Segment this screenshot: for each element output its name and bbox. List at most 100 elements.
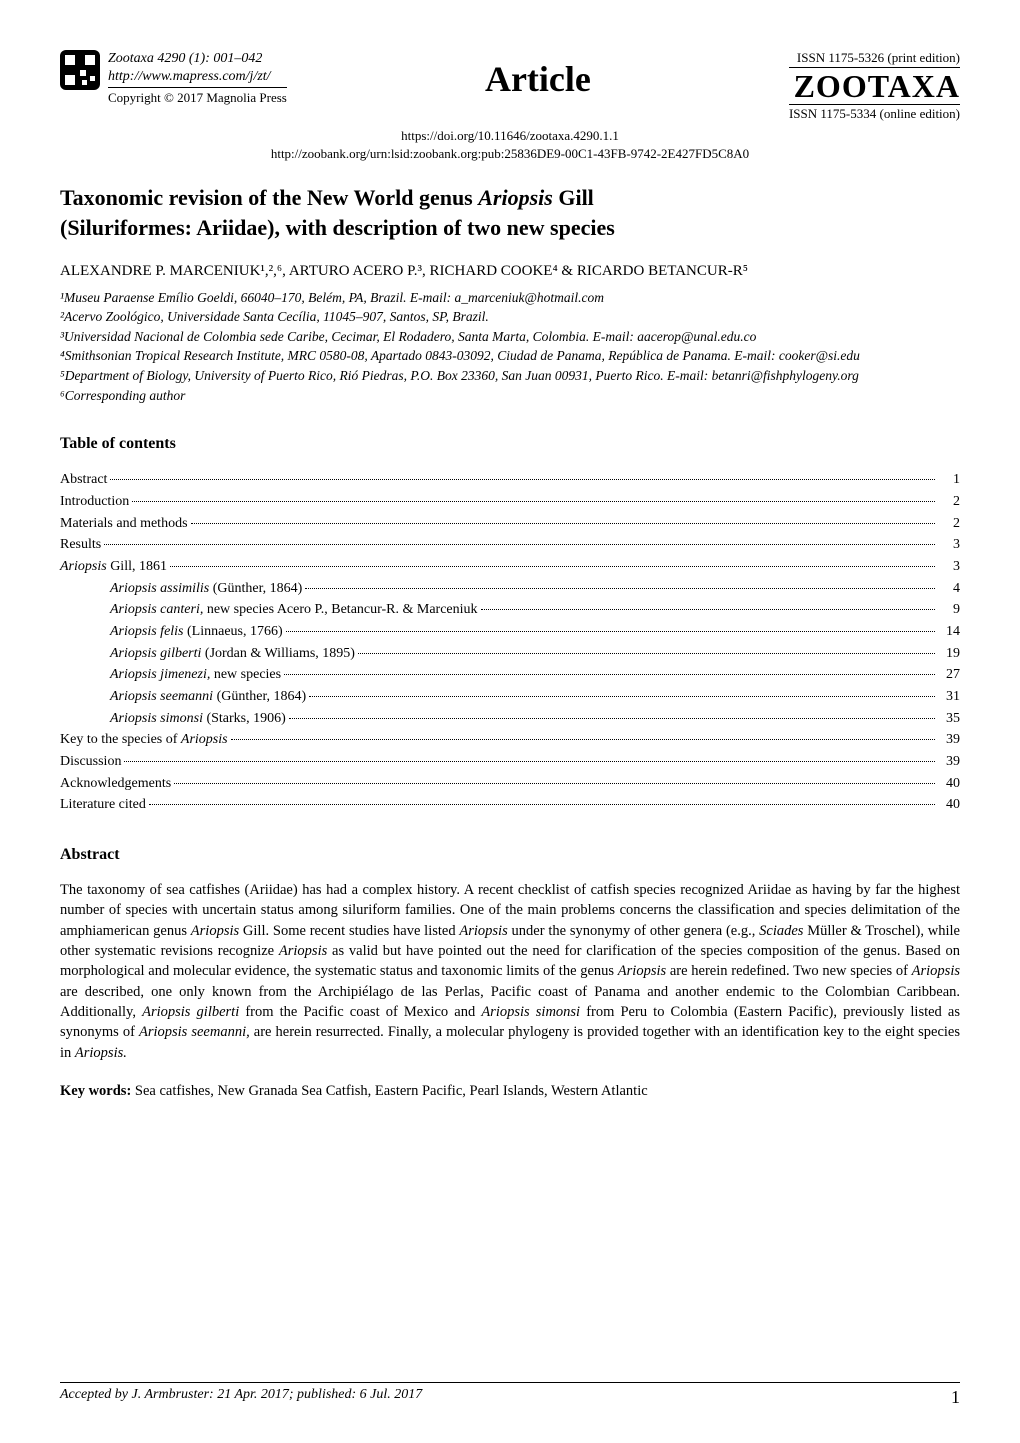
toc-dots — [309, 696, 935, 697]
header-left: Zootaxa 4290 (1): 001–042 http://www.map… — [60, 50, 287, 117]
toc-entry: Ariopsis jimenezi, new species 27 — [60, 664, 960, 686]
toc-page: 9 — [938, 599, 960, 621]
toc-entry: Ariopsis Gill, 1861 3 — [60, 556, 960, 578]
toc-dots — [191, 523, 935, 524]
abstract-heading: Abstract — [60, 846, 960, 864]
toc-dots — [358, 653, 935, 654]
title-line2: (Siluriformes: Ariidae), with descriptio… — [60, 215, 615, 240]
toc-dots — [289, 718, 935, 719]
table-of-contents: Abstract1Introduction2Materials and meth… — [60, 469, 960, 816]
article-label: Article — [485, 58, 591, 100]
issn-print: ISSN 1175-5326 (print edition) — [789, 50, 960, 68]
toc-page: 39 — [938, 751, 960, 773]
header-left-text: Zootaxa 4290 (1): 001–042 http://www.map… — [108, 50, 287, 117]
keywords-label: Key words: — [60, 1083, 131, 1099]
affiliation-line: ²Acervo Zoológico, Universidade Santa Ce… — [60, 307, 960, 327]
title-genus: Ariopsis — [478, 185, 553, 210]
toc-entry: Ariopsis assimilis (Günther, 1864) 4 — [60, 578, 960, 600]
toc-entry: Ariopsis canteri, new species Acero P., … — [60, 599, 960, 621]
title-line1-pre: Taxonomic revision of the New World genu… — [60, 185, 478, 210]
toc-entry: Ariopsis seemanni (Günther, 1864) 31 — [60, 686, 960, 708]
toc-dots — [284, 674, 935, 675]
toc-dots — [481, 609, 935, 610]
toc-label: Key to the species of Ariopsis — [60, 729, 228, 751]
journal-citation: Zootaxa 4290 (1): 001–042 — [108, 50, 287, 68]
page-number: 1 — [951, 1387, 960, 1408]
toc-dots — [104, 544, 935, 545]
footer-rule — [60, 1382, 960, 1383]
copyright-text: Copyright © 2017 Magnolia Press — [108, 90, 287, 105]
toc-label: Literature cited — [60, 794, 146, 816]
toc-dots — [174, 783, 935, 784]
toc-label: Ariopsis Gill, 1861 — [60, 556, 167, 578]
affiliation-line: ³Universidad Nacional de Colombia sede C… — [60, 327, 960, 347]
toc-page: 39 — [938, 729, 960, 751]
toc-dots — [124, 761, 935, 762]
toc-entry: Ariopsis felis (Linnaeus, 1766) 14 — [60, 621, 960, 643]
toc-label: Ariopsis seemanni (Günther, 1864) — [110, 686, 306, 708]
doi-link[interactable]: https://doi.org/10.11646/zootaxa.4290.1.… — [401, 128, 619, 143]
affiliation-line: ⁵Department of Biology, University of Pu… — [60, 366, 960, 386]
toc-dots — [132, 501, 935, 502]
toc-label: Ariopsis simonsi (Starks, 1906) — [110, 708, 286, 730]
title-line1-post: Gill — [553, 185, 594, 210]
toc-entry: Key to the species of Ariopsis 39 — [60, 729, 960, 751]
toc-label: Acknowledgements — [60, 773, 171, 795]
toc-entry: Results 3 — [60, 534, 960, 556]
affiliations: ¹Museu Paraense Emílio Goeldi, 66040–170… — [60, 288, 960, 405]
toc-page: 14 — [938, 621, 960, 643]
toc-page: 35 — [938, 708, 960, 730]
toc-dots — [305, 588, 935, 589]
affiliation-line: ⁶Corresponding author — [60, 386, 960, 406]
toc-entry: Literature cited 40 — [60, 794, 960, 816]
toc-label: Ariopsis assimilis (Günther, 1864) — [110, 578, 302, 600]
toc-entry: Discussion39 — [60, 751, 960, 773]
toc-dots — [231, 739, 935, 740]
toc-label: Materials and methods — [60, 513, 188, 535]
toc-page: 2 — [938, 513, 960, 535]
toc-label: Ariopsis canteri, new species Acero P., … — [110, 599, 478, 621]
toc-page: 31 — [938, 686, 960, 708]
affiliation-line: ¹Museu Paraense Emílio Goeldi, 66040–170… — [60, 288, 960, 308]
accepted-text: Accepted by J. Armbruster: 21 Apr. 2017;… — [60, 1387, 422, 1408]
header-right: ISSN 1175-5326 (print edition) ZOOTAXA I… — [789, 50, 960, 122]
toc-entry: Acknowledgements 40 — [60, 773, 960, 795]
issn-online: ISSN 1175-5334 (online edition) — [789, 104, 960, 122]
toc-dots — [110, 479, 935, 480]
toc-page: 40 — [938, 773, 960, 795]
toc-page: 2 — [938, 491, 960, 513]
toc-page: 40 — [938, 794, 960, 816]
toc-page: 27 — [938, 664, 960, 686]
toc-label: Introduction — [60, 491, 129, 513]
toc-page: 19 — [938, 643, 960, 665]
toc-entry: Abstract 1 — [60, 469, 960, 491]
toc-entry: Ariopsis gilberti (Jordan & Williams, 18… — [60, 643, 960, 665]
article-title: Taxonomic revision of the New World genu… — [60, 183, 960, 242]
toc-label: Ariopsis felis (Linnaeus, 1766) — [110, 621, 283, 643]
doi-block: https://doi.org/10.11646/zootaxa.4290.1.… — [60, 127, 960, 163]
abstract-body: The taxonomy of sea catfishes (Ariidae) … — [60, 880, 960, 1063]
toc-dots — [286, 631, 935, 632]
toc-label: Results — [60, 534, 101, 556]
toc-dots — [149, 804, 935, 805]
journal-url[interactable]: http://www.mapress.com/j/zt/ — [108, 68, 287, 86]
toc-page: 3 — [938, 534, 960, 556]
toc-entry: Materials and methods 2 — [60, 513, 960, 535]
affiliation-line: ⁴Smithsonian Tropical Research Institute… — [60, 346, 960, 366]
toc-heading: Table of contents — [60, 435, 960, 453]
journal-header: Zootaxa 4290 (1): 001–042 http://www.map… — [60, 50, 960, 122]
toc-page: 4 — [938, 578, 960, 600]
toc-dots — [170, 566, 935, 567]
keywords: Key words: Sea catfishes, New Granada Se… — [60, 1081, 960, 1101]
toc-page: 1 — [938, 469, 960, 491]
toc-label: Ariopsis gilberti (Jordan & Williams, 18… — [110, 643, 355, 665]
qr-icon — [60, 50, 100, 90]
keywords-text: Sea catfishes, New Granada Sea Catfish, … — [131, 1083, 647, 1099]
toc-entry: Introduction 2 — [60, 491, 960, 513]
toc-label: Ariopsis jimenezi, new species — [110, 664, 281, 686]
toc-page: 3 — [938, 556, 960, 578]
toc-label: Abstract — [60, 469, 107, 491]
zoobank-link[interactable]: http://zoobank.org/urn:lsid:zoobank.org:… — [271, 146, 749, 161]
page-footer: Accepted by J. Armbruster: 21 Apr. 2017;… — [60, 1382, 960, 1408]
toc-entry: Ariopsis simonsi (Starks, 1906) 35 — [60, 708, 960, 730]
